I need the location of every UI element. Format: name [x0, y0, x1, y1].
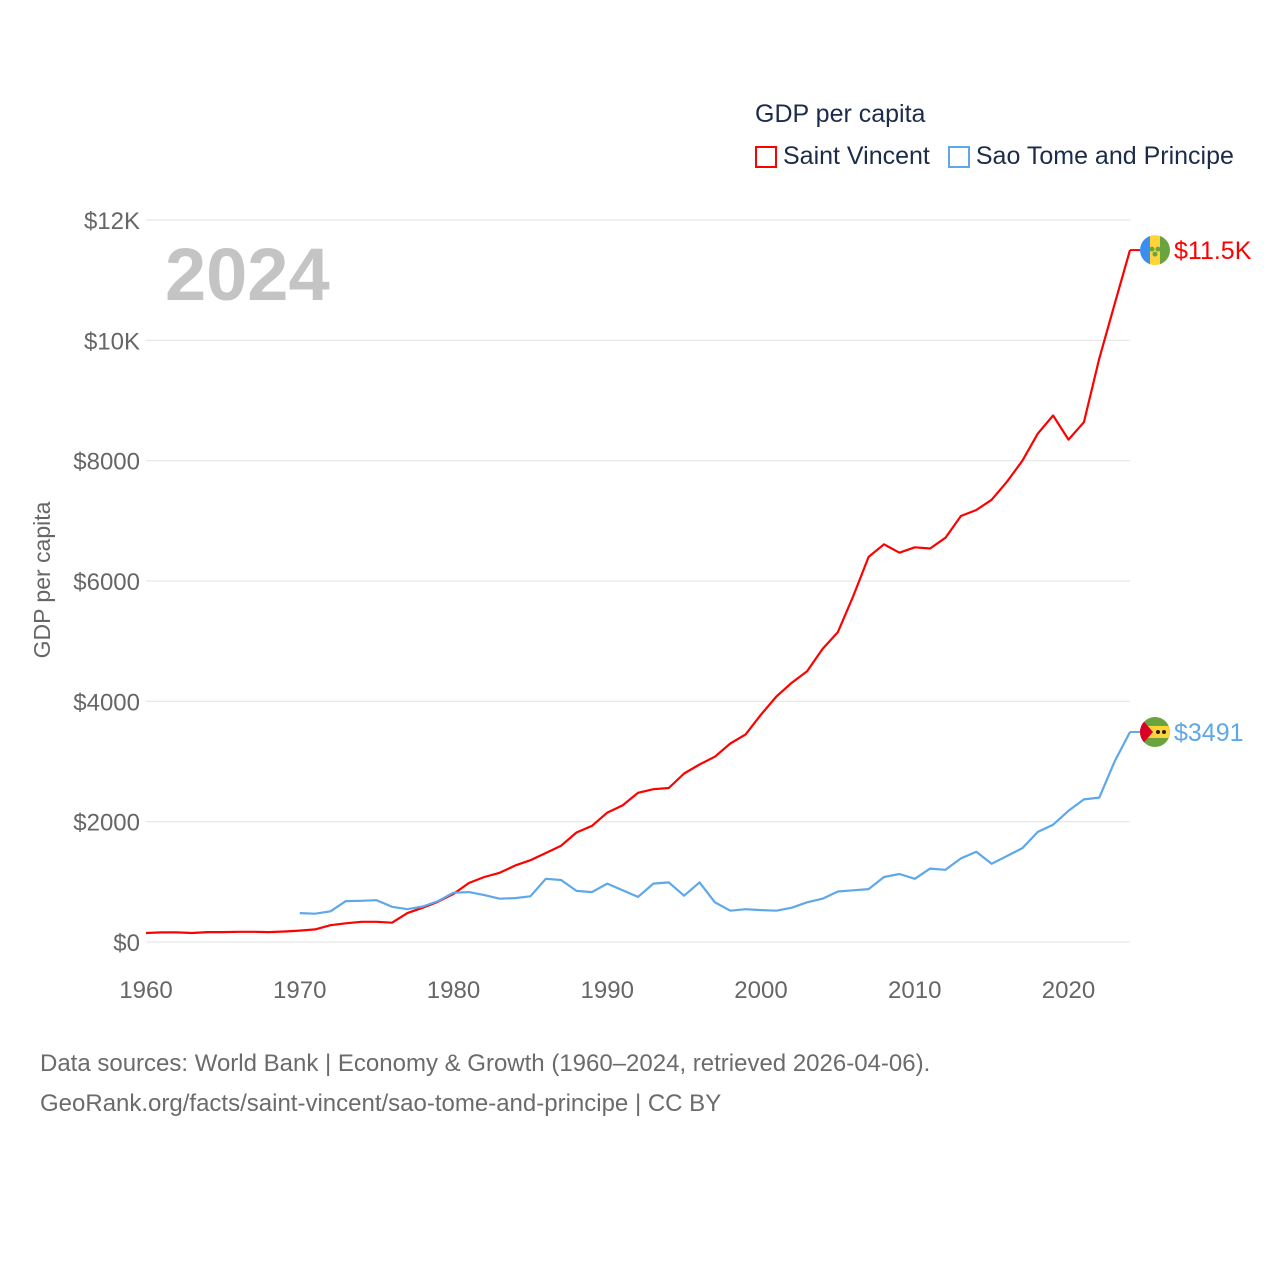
legend-title: GDP per capita — [755, 100, 926, 128]
x-tick-label: 1970 — [273, 977, 326, 1004]
data-source: Data sources: World Bank | Economy & Gro… — [40, 1044, 930, 1124]
legend-swatch — [947, 145, 970, 168]
source-line-1: Data sources: World Bank | Economy & Gro… — [40, 1050, 931, 1077]
x-tick-label: 1960 — [119, 977, 172, 1004]
y-tick-label: $4000 — [73, 689, 140, 716]
y-tick-label: $2000 — [73, 810, 140, 837]
x-tick-label: 1980 — [427, 977, 480, 1004]
y-tick-label: $12K — [84, 208, 140, 235]
y-tick-label: $6000 — [73, 569, 140, 596]
legend: Saint Vincent Sao Tome and Principe — [755, 142, 1234, 171]
year-label: 2024 — [165, 233, 330, 316]
source-line-2[interactable]: GeoRank.org/facts/saint-vincent/sao-tome… — [40, 1090, 722, 1117]
series-line-saint-vincent — [145, 249, 1132, 935]
y-tick-label: $8000 — [73, 449, 140, 476]
sao-tome-flag-icon — [1140, 716, 1170, 747]
x-tick-label: 2000 — [734, 977, 787, 1004]
x-tick-label: 2020 — [1042, 977, 1095, 1004]
legend-label: Saint Vincent — [783, 142, 930, 170]
y-tick-label: $0 — [113, 930, 140, 957]
legend-item-sao-tome[interactable]: Sao Tome and Principe — [947, 142, 1234, 171]
legend-swatch — [755, 145, 777, 168]
saint-vincent-flag-icon — [1140, 235, 1170, 266]
legend-item-saint-vincent[interactable]: Saint Vincent — [755, 142, 930, 171]
x-tick-label: 1990 — [581, 977, 634, 1004]
end-value-label: $3491 — [1174, 719, 1244, 747]
series-line-sao-tome — [299, 731, 1131, 915]
x-tick-label: 2010 — [888, 977, 941, 1004]
y-tick-label: $10K — [84, 328, 140, 355]
y-axis-label: GDP per capita — [29, 501, 55, 658]
end-value-label: $11.5K — [1174, 237, 1252, 265]
legend-label: Sao Tome and Principe — [975, 142, 1234, 170]
